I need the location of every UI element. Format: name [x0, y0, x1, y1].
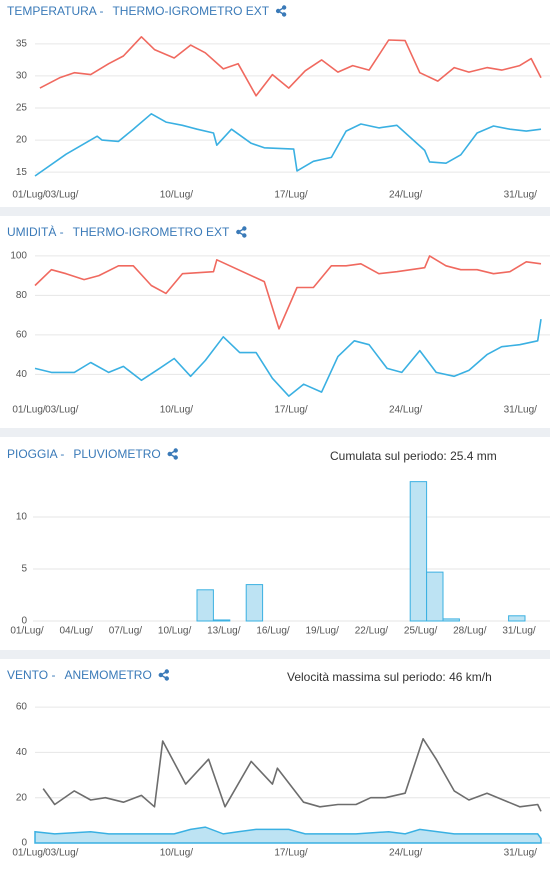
- annotation: Cumulata sul periodo: 25.4 mm: [330, 449, 497, 463]
- share-icon-dot: [236, 229, 241, 235]
- y-tick-label: 0: [21, 838, 27, 849]
- y-tick-label: 20: [16, 792, 28, 803]
- bar: [426, 571, 444, 622]
- x-tick-label: 19/Lug/: [306, 626, 340, 637]
- x-tick-label: 07/Lug/: [109, 626, 143, 637]
- y-tick-label: 35: [16, 38, 28, 49]
- y-tick-label: 40: [16, 369, 28, 380]
- y-tick-label: 15: [16, 167, 28, 178]
- sensor-name: THERMO-IGROMETRO EXT: [112, 4, 269, 18]
- share-icon-dot: [242, 226, 247, 231]
- separator: [0, 650, 550, 659]
- y-tick-label: 25: [16, 103, 28, 114]
- x-tick-label: 28/Lug/: [453, 626, 487, 637]
- line: [34, 318, 542, 397]
- share-icon-dot: [281, 5, 287, 10]
- share-icon-dot: [173, 448, 178, 453]
- x-tick-label: 25/Lug/: [404, 626, 438, 637]
- y-tick-label: 60: [16, 702, 28, 713]
- sensor-name: PLUVIOMETRO: [73, 447, 160, 461]
- share-icon-dot: [275, 8, 281, 14]
- share-icon-dot: [164, 669, 169, 674]
- x-tick-label: 10/Lug/: [160, 848, 194, 859]
- bar: [196, 589, 214, 622]
- x-tick-label: 17/Lug/: [274, 848, 308, 859]
- x-tick-label: 03/Lug/: [45, 405, 79, 416]
- y-tick-label: 100: [10, 251, 27, 262]
- annotation: Velocità massima sul periodo: 46 km/h: [287, 670, 492, 684]
- bar: [442, 618, 460, 622]
- y-tick-label: 60: [16, 329, 28, 340]
- y-tick-label: 0: [21, 616, 27, 627]
- y-tick-label: 40: [16, 747, 28, 758]
- panel-title: TEMPERATURA -: [7, 4, 103, 18]
- x-tick-label: 17/Lug/: [274, 190, 308, 201]
- x-tick-label: 31/Lug/: [504, 405, 538, 416]
- sensor-name: THERMO-IGROMETRO EXT: [73, 225, 230, 239]
- x-tick-label: 10/Lug/: [158, 626, 192, 637]
- share-icon[interactable]: [275, 5, 287, 17]
- share-icon-dot: [167, 451, 172, 457]
- line: [39, 36, 542, 97]
- x-tick-label: 17/Lug/: [274, 405, 308, 416]
- separator: [0, 207, 550, 216]
- x-tick-label: 24/Lug/: [389, 848, 423, 859]
- share-icon-dot: [281, 12, 287, 17]
- x-tick-label: 31/Lug/: [502, 626, 536, 637]
- x-tick-label: 01/Lug/: [12, 405, 46, 416]
- x-tick-label: 13/Lug/: [207, 626, 241, 637]
- y-tick-label: 30: [16, 71, 28, 82]
- x-tick-label: 22/Lug/: [355, 626, 389, 637]
- bar: [508, 615, 526, 622]
- share-icon[interactable]: [167, 448, 178, 460]
- sensor-name: ANEMOMETRO: [64, 668, 151, 682]
- line: [42, 738, 542, 812]
- x-tick-label: 16/Lug/: [256, 626, 290, 637]
- y-tick-label: 20: [16, 135, 28, 146]
- share-icon-dot: [242, 233, 247, 238]
- x-tick-label: 01/Lug/: [12, 190, 46, 201]
- bar: [409, 481, 428, 622]
- x-tick-label: 24/Lug/: [389, 190, 423, 201]
- x-tick-label: 31/Lug/: [504, 190, 538, 201]
- y-tick-label: 10: [16, 512, 28, 523]
- x-tick-label: 01/Lug/: [10, 626, 44, 637]
- panel-title: PIOGGIA -: [7, 447, 64, 461]
- line: [34, 113, 542, 177]
- bar: [245, 584, 264, 622]
- share-icon[interactable]: [158, 669, 169, 681]
- area: [34, 826, 542, 844]
- y-tick-label: 5: [21, 564, 27, 575]
- share-icon-dot: [158, 672, 163, 678]
- x-tick-label: 03/Lug/: [45, 848, 79, 859]
- share-icon-dot: [173, 455, 178, 460]
- line: [34, 255, 542, 330]
- x-tick-label: 24/Lug/: [389, 405, 423, 416]
- y-tick-label: 80: [16, 290, 28, 301]
- separator: [0, 428, 550, 437]
- share-icon-dot: [164, 676, 169, 681]
- x-tick-label: 10/Lug/: [160, 190, 194, 201]
- share-icon[interactable]: [236, 226, 247, 238]
- x-tick-label: 04/Lug/: [60, 626, 94, 637]
- bar: [212, 619, 231, 622]
- x-tick-label: 31/Lug/: [504, 848, 538, 859]
- x-tick-label: 10/Lug/: [160, 405, 194, 416]
- panel-title: UMIDITÀ -: [7, 224, 64, 239]
- x-tick-label: 01/Lug/: [12, 848, 46, 859]
- panel-title: VENTO -: [7, 668, 55, 682]
- x-tick-label: 03/Lug/: [45, 190, 79, 201]
